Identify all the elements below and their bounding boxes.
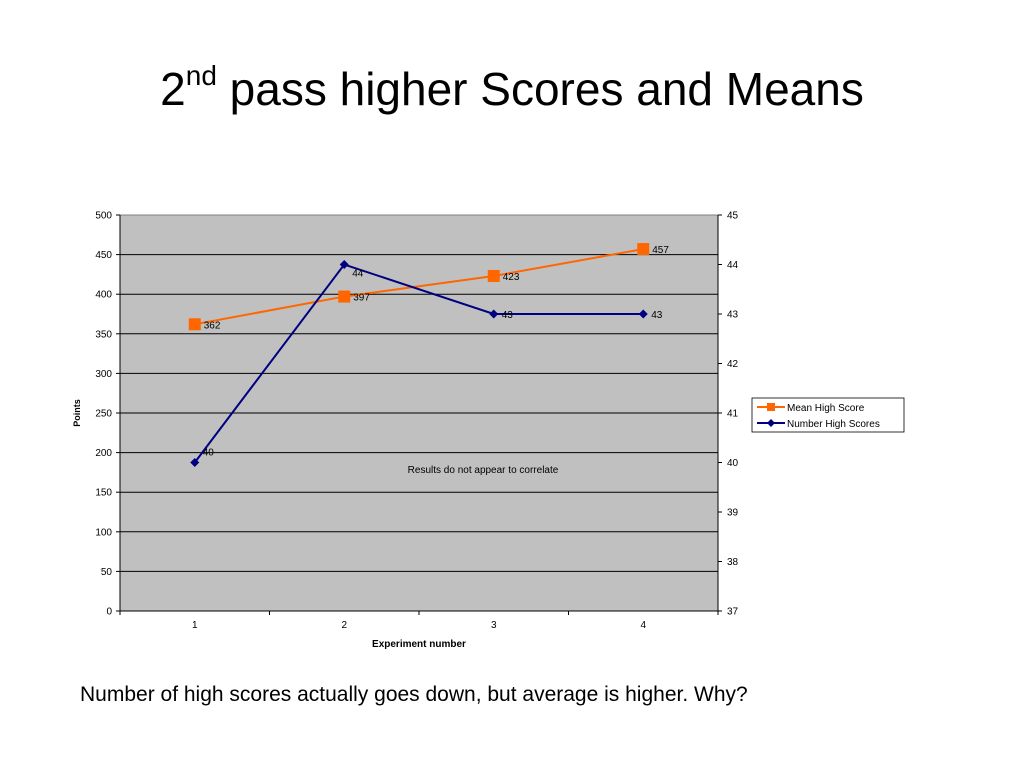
data-point-mean-high-score — [637, 243, 650, 256]
y-tick-label: 400 — [95, 290, 112, 301]
data-point-number-high-scores — [489, 309, 499, 319]
legend-label-number-high-scores: Number High Scores — [787, 419, 880, 430]
y2-tick-label: 37 — [727, 607, 739, 618]
series-line-mean-high-score — [194, 248, 644, 326]
data-label-mean-high-score: 397 — [353, 293, 370, 304]
x-axis-title: Experiment number — [372, 639, 466, 650]
y2-tick-label: 39 — [727, 508, 739, 519]
data-point-number-high-scores — [190, 458, 200, 467]
y2-tick-label: 41 — [727, 409, 739, 420]
y-tick-label: 100 — [95, 527, 112, 538]
data-point-mean-high-score — [188, 318, 201, 331]
title-rest: pass higher Scores and Means — [216, 63, 864, 115]
legend-label-mean-high-score: Mean High Score — [787, 403, 865, 414]
data-label-mean-high-score: 423 — [503, 272, 520, 283]
gridlines — [120, 254, 718, 572]
chart-annotation: Results do not appear to correlate — [408, 465, 559, 476]
y-tick-label: 350 — [95, 329, 112, 340]
data-label-number-high-scores: 43 — [651, 310, 663, 321]
data-point-number-high-scores — [638, 309, 648, 319]
y-axis-title: Points — [72, 399, 82, 427]
y2-tick-label: 38 — [727, 557, 739, 568]
data-point-mean-high-score — [487, 269, 500, 282]
y2-tick-label: 42 — [727, 359, 739, 370]
data-label-mean-high-score: 457 — [652, 245, 669, 256]
y2-tick-label: 44 — [727, 260, 739, 271]
y2-tick-label: 40 — [727, 458, 739, 469]
legend-marker-number-high-scores — [767, 419, 775, 427]
data-label-number-high-scores: 43 — [502, 310, 514, 321]
y-tick-label: 300 — [95, 369, 112, 380]
title-superscript: nd — [185, 60, 217, 91]
legend-box — [751, 397, 905, 433]
y-tick-label: 450 — [95, 250, 112, 261]
axes: 0501001502002503003504004505003738394041… — [95, 211, 738, 632]
y-tick-label: 0 — [106, 607, 112, 618]
series-line-number-high-scores — [193, 263, 644, 464]
y-tick-label: 50 — [101, 567, 113, 578]
y-tick-label: 250 — [95, 409, 112, 420]
data-point-mean-high-score — [338, 290, 351, 303]
data-point-number-high-scores — [339, 260, 349, 269]
x-tick-label: 2 — [341, 620, 347, 631]
x-tick-label: 1 — [192, 620, 198, 631]
y2-tick-label: 45 — [727, 211, 739, 222]
data-label-mean-high-score: 362 — [204, 320, 221, 331]
y-tick-label: 150 — [95, 488, 112, 499]
y-tick-label: 500 — [95, 211, 112, 222]
legend-marker-mean-high-score — [767, 403, 775, 411]
legend: Mean High Score Number High Scores — [751, 397, 905, 433]
data-label-number-high-scores: 40 — [203, 448, 215, 459]
slide-title: 2nd pass higher Scores and Means — [0, 62, 1024, 116]
data-label-number-high-scores: 44 — [352, 269, 364, 280]
title-number: 2 — [160, 63, 186, 115]
x-tick-label: 3 — [491, 620, 497, 631]
x-tick-label: 4 — [640, 620, 646, 631]
slide-caption: Number of high scores actually goes down… — [80, 683, 748, 706]
y2-tick-label: 43 — [727, 310, 739, 321]
y-tick-label: 200 — [95, 448, 112, 459]
series: 362 397 423 457 40 44 43 43 — [188, 243, 669, 467]
